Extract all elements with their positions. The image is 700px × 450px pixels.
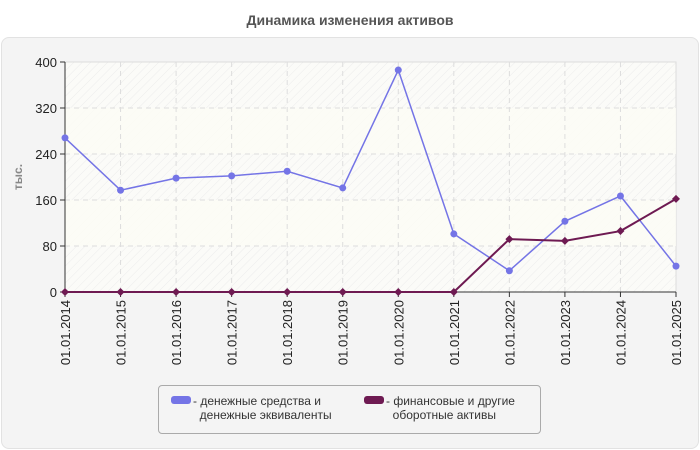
y-tick-label: 240 — [35, 147, 57, 162]
data-point — [339, 184, 347, 192]
y-axis-label: тыс. — [11, 164, 25, 190]
x-tick-label: 01.01.2020 — [391, 300, 406, 365]
legend-swatch-cash — [171, 396, 191, 404]
series-line — [64, 68, 677, 272]
data-point — [227, 288, 236, 296]
x-tick-label: 01.01.2014 — [58, 300, 73, 365]
data-point — [394, 66, 402, 74]
x-tick-label: 01.01.2015 — [114, 300, 129, 365]
data-point — [61, 288, 69, 296]
data-point — [338, 288, 347, 296]
data-point — [61, 134, 69, 142]
x-tick-label: 01.01.2023 — [558, 300, 573, 365]
data-point — [283, 288, 292, 296]
legend-label-financial: - финансовые и другие оборотные активы — [386, 394, 515, 422]
data-point — [505, 267, 513, 275]
data-point — [172, 288, 181, 296]
data-point — [116, 288, 125, 296]
legend: - денежные средства и денежные эквивален… — [158, 385, 541, 434]
data-point — [450, 230, 458, 238]
legend-swatch-financial — [364, 396, 384, 404]
data-point — [616, 227, 625, 236]
data-point — [561, 217, 569, 225]
plot-area — [64, 61, 677, 293]
data-point — [283, 167, 291, 175]
y-tick-label: 80 — [43, 239, 57, 254]
x-tick-label: 01.01.2025 — [669, 300, 684, 365]
legend-label-cash: - денежные средства и денежные эквивален… — [193, 394, 332, 422]
x-tick-label: 01.01.2016 — [169, 300, 184, 365]
data-point — [117, 186, 125, 194]
data-point — [560, 236, 569, 245]
y-tick-label: 0 — [50, 285, 57, 300]
y-tick-label: 400 — [35, 55, 57, 70]
x-tick-label: 01.01.2017 — [225, 300, 240, 365]
data-point — [672, 262, 680, 270]
x-tick-label: 01.01.2024 — [613, 300, 628, 365]
y-tick-label: 160 — [35, 193, 57, 208]
data-point — [505, 235, 514, 244]
data-point — [228, 172, 236, 180]
data-point — [172, 174, 180, 182]
data-point — [616, 192, 624, 200]
x-tick-label: 01.01.2019 — [336, 300, 351, 365]
y-tick-label: 320 — [35, 101, 57, 116]
x-tick-label: 01.01.2022 — [502, 300, 517, 365]
data-point — [394, 288, 403, 296]
x-tick-label: 01.01.2021 — [447, 300, 462, 365]
data-point — [449, 288, 458, 296]
chart-title: Динамика изменения активов — [246, 12, 454, 28]
series-line — [65, 197, 677, 293]
data-point — [672, 194, 680, 203]
x-tick-label: 01.01.2018 — [280, 300, 295, 365]
